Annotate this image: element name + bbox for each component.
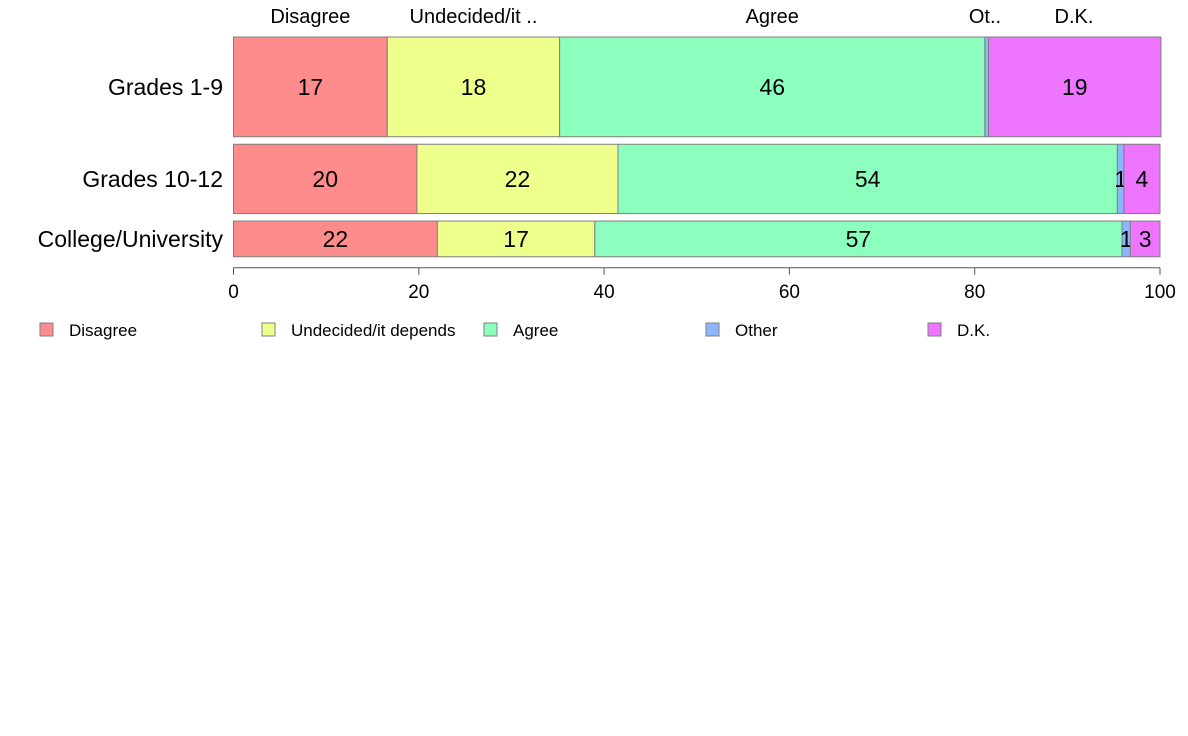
- bar-segment: [617, 143, 1118, 215]
- legend-item: Disagree: [39, 321, 137, 340]
- data-label: 1: [1120, 226, 1133, 252]
- legend-swatch: [39, 322, 54, 337]
- bar-segment: [984, 36, 990, 138]
- bar-segment: [233, 220, 438, 258]
- bar-row: Grades 1-9 17 18 46 19: [108, 36, 1162, 138]
- legend-label: Other: [735, 321, 778, 340]
- column-header: Agree: [746, 6, 799, 28]
- category-label: Grades 1-9: [108, 74, 223, 100]
- x-tick-label: 0: [228, 282, 239, 303]
- category-label: Grades 10-12: [82, 166, 223, 192]
- column-header: Ot..: [969, 6, 1001, 28]
- data-label: 4: [1136, 166, 1149, 192]
- legend-item: Other: [705, 321, 778, 340]
- x-tick-label: 100: [1144, 282, 1176, 303]
- data-label: 20: [312, 166, 338, 192]
- legend-label: D.K.: [957, 321, 990, 340]
- legend-label: Agree: [513, 321, 558, 340]
- x-axis: 0 20 40 60 80 100: [228, 267, 1176, 303]
- legend-swatch: [483, 322, 498, 337]
- bar-row: Grades 10-12 20 22 54 1 4: [82, 143, 1161, 215]
- legend-label: Undecided/it depends: [291, 321, 455, 340]
- column-header: Disagree: [270, 6, 350, 28]
- legend-label: Disagree: [69, 321, 137, 340]
- x-tick-label: 40: [594, 282, 615, 303]
- bar-segment: [559, 36, 986, 138]
- column-headers: Disagree Undecided/it .. Agree Ot.. D.K.: [270, 6, 1093, 28]
- bar-segment: [1123, 143, 1161, 215]
- bar-segment: [988, 36, 1162, 138]
- bar-row: College/University 22 17 57 1 3: [38, 220, 1161, 258]
- x-tick-label: 60: [779, 282, 800, 303]
- column-header: D.K.: [1055, 6, 1094, 28]
- bar-segment: [233, 36, 388, 138]
- data-label: 22: [505, 166, 531, 192]
- data-label: 46: [759, 74, 785, 100]
- data-label: 18: [461, 74, 487, 100]
- bar-segment: [594, 220, 1123, 258]
- legend-swatch: [927, 322, 942, 337]
- bar-segment: [1129, 220, 1161, 258]
- data-label: 57: [846, 226, 872, 252]
- column-header: Undecided/it ..: [410, 6, 538, 28]
- data-label: 17: [298, 74, 324, 100]
- data-label: 54: [855, 166, 881, 192]
- bar-segment: [386, 36, 561, 138]
- x-tick-label: 80: [964, 282, 985, 303]
- bar-segment: [233, 143, 418, 215]
- data-label: 22: [323, 226, 349, 252]
- bar-segment: [416, 143, 619, 215]
- legend-swatch: [261, 322, 276, 337]
- legend-swatch: [705, 322, 720, 337]
- x-tick-label: 20: [408, 282, 429, 303]
- category-label: College/University: [38, 226, 224, 252]
- data-label: 3: [1139, 226, 1152, 252]
- legend-item: Undecided/it depends: [261, 321, 455, 340]
- data-label: 19: [1062, 74, 1088, 100]
- plot-area: Grades 1-9 17 18 46 19 Grades 10-12 20 22 54 1 4 Co…: [38, 36, 1162, 258]
- legend: Disagree Undecided/it depends Agree Other D.…: [39, 321, 990, 340]
- data-label: 17: [503, 226, 529, 252]
- legend-item: D.K.: [927, 321, 990, 340]
- legend-item: Agree: [483, 321, 558, 340]
